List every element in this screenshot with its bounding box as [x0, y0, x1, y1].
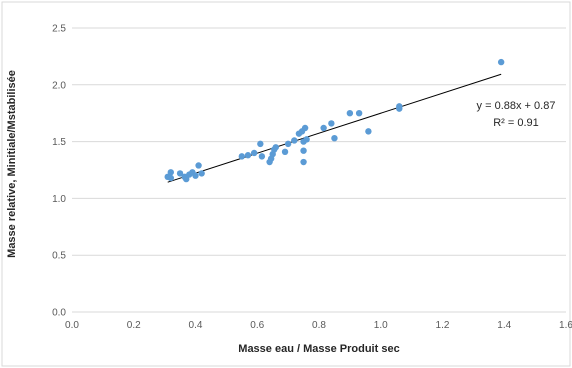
y-tick-label: 0.0 [52, 308, 66, 319]
data-point [272, 144, 279, 151]
data-points [164, 58, 505, 183]
data-point [167, 174, 174, 182]
x-tick-label: 0.8 [312, 320, 326, 331]
trendline-layer [167, 73, 502, 183]
y-tick-label: 2.0 [52, 80, 66, 91]
data-point [198, 170, 205, 177]
y-tick-label: 1.5 [52, 137, 66, 148]
data-point [328, 120, 335, 127]
data-point [257, 140, 264, 148]
data-point [250, 149, 258, 157]
data-point [167, 169, 174, 176]
data-point [346, 110, 354, 117]
data-point [192, 172, 199, 179]
data-point [300, 158, 307, 166]
x-tick-label: 1.0 [374, 320, 388, 331]
x-tick-label: 0.6 [250, 320, 264, 331]
x-axis-title: Masse eau / Masse Produit sec [238, 343, 399, 355]
x-tick-label: 0.0 [65, 320, 79, 331]
y-tick-label: 0.5 [52, 251, 66, 262]
y-axis-title: Masse relative, Minitiale/Mstabilisée [6, 70, 18, 258]
data-point [244, 152, 252, 159]
data-point [176, 170, 184, 177]
data-point [238, 153, 246, 160]
x-tick-label: 1.6 [559, 320, 572, 331]
data-point [195, 162, 202, 169]
x-tick-label: 0.2 [127, 320, 141, 331]
y-tick-label: 1.0 [52, 194, 66, 205]
data-point [365, 128, 372, 135]
data-point [258, 153, 266, 160]
data-point [284, 140, 292, 148]
tick-labels: 0.0 0.5 1.0 1.5 2.0 2.5 0.0 0.2 0.4 0.6 0.8 1.0 1.2 1… [52, 24, 572, 332]
data-point [355, 110, 363, 117]
data-point [331, 134, 338, 142]
x-tick-label: 1.4 [497, 320, 511, 331]
x-tick-label: 0.4 [189, 320, 203, 331]
data-point [291, 137, 298, 144]
trendline-r-squared: R² = 0.91 [493, 117, 539, 129]
data-point [183, 175, 190, 183]
y-tick-label: 2.5 [52, 24, 66, 35]
data-point [320, 124, 327, 132]
data-point [300, 147, 307, 154]
trendline-equation: y = 0.88x + 0.87 [477, 100, 556, 112]
data-point [301, 124, 309, 132]
x-tick-label: 1.2 [436, 320, 450, 331]
data-point [303, 136, 310, 143]
gridlines [72, 27, 566, 313]
trendline [167, 73, 502, 183]
data-point [281, 148, 289, 156]
data-point [497, 58, 505, 66]
data-point [396, 105, 403, 112]
